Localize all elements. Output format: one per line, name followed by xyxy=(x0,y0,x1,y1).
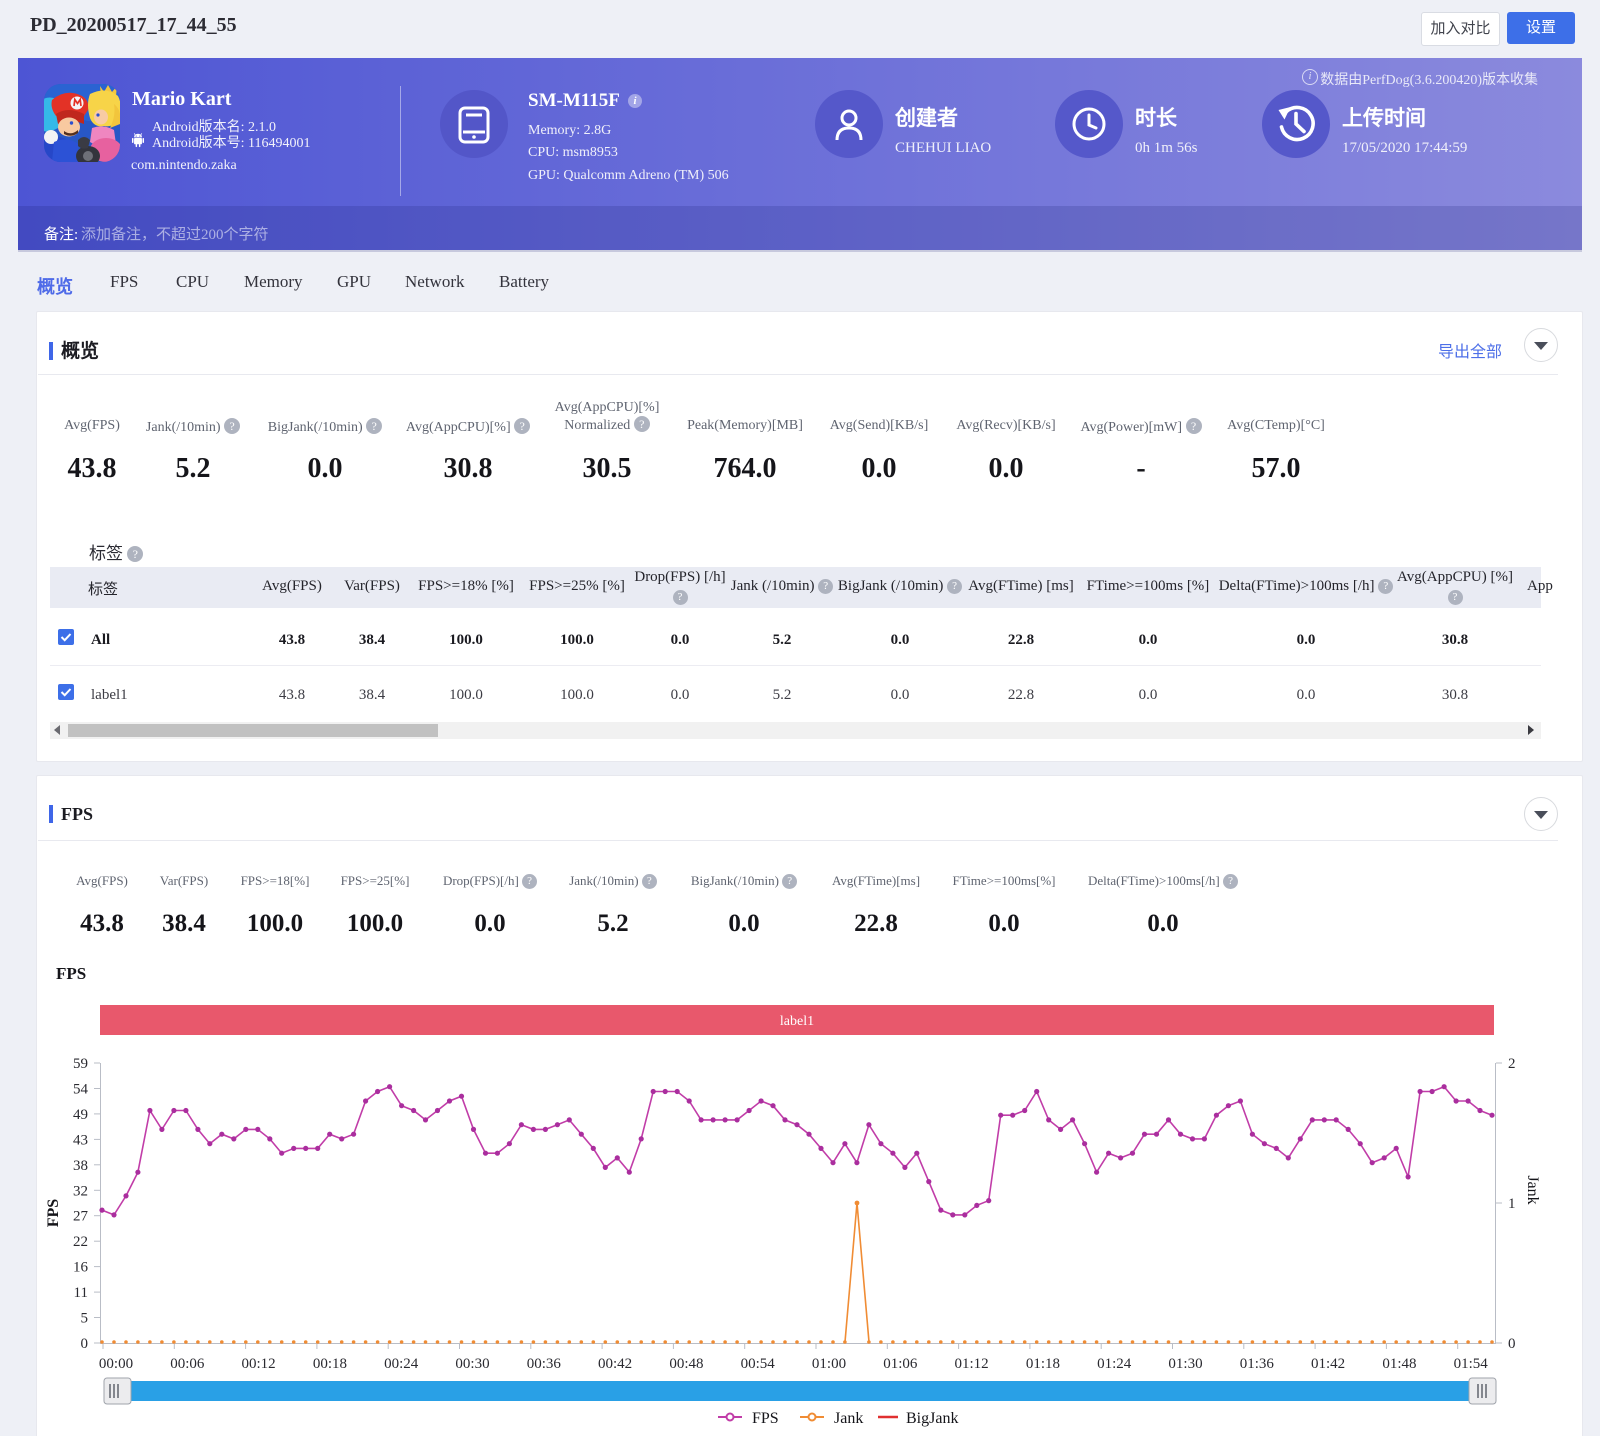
svg-text:01:42: 01:42 xyxy=(1311,1356,1345,1372)
svg-text:16: 16 xyxy=(73,1260,89,1276)
svg-text:00:48: 00:48 xyxy=(669,1356,703,1372)
svg-text:54: 54 xyxy=(73,1082,89,1098)
svg-text:Jank: Jank xyxy=(834,1410,863,1427)
svg-text:0: 0 xyxy=(81,1336,89,1352)
svg-text:00:30: 00:30 xyxy=(455,1356,489,1372)
svg-text:01:24: 01:24 xyxy=(1097,1356,1132,1372)
svg-text:BigJank: BigJank xyxy=(906,1410,958,1427)
svg-text:1: 1 xyxy=(1508,1196,1516,1212)
svg-text:00:06: 00:06 xyxy=(170,1356,205,1372)
svg-text:43: 43 xyxy=(73,1132,88,1148)
svg-text:01:36: 01:36 xyxy=(1240,1356,1275,1372)
svg-text:49: 49 xyxy=(73,1107,88,1123)
svg-text:01:30: 01:30 xyxy=(1168,1356,1202,1372)
svg-text:11: 11 xyxy=(74,1285,88,1301)
svg-text:00:12: 00:12 xyxy=(242,1356,276,1372)
svg-text:label1: label1 xyxy=(780,1014,814,1029)
svg-text:01:12: 01:12 xyxy=(955,1356,989,1372)
svg-text:2: 2 xyxy=(1508,1056,1516,1072)
svg-text:01:18: 01:18 xyxy=(1026,1356,1060,1372)
svg-text:00:42: 00:42 xyxy=(598,1356,632,1372)
svg-text:32: 32 xyxy=(73,1183,88,1199)
svg-text:FPS: FPS xyxy=(752,1410,779,1427)
svg-text:01:06: 01:06 xyxy=(883,1356,918,1372)
svg-text:FPS: FPS xyxy=(45,1199,62,1228)
svg-text:5: 5 xyxy=(81,1311,89,1327)
svg-text:00:24: 00:24 xyxy=(384,1356,419,1372)
svg-text:59: 59 xyxy=(73,1056,88,1072)
svg-text:01:54: 01:54 xyxy=(1454,1356,1489,1372)
svg-text:00:18: 00:18 xyxy=(313,1356,347,1372)
svg-text:22: 22 xyxy=(73,1234,88,1250)
svg-text:38: 38 xyxy=(73,1158,88,1174)
svg-text:0: 0 xyxy=(1508,1336,1516,1352)
svg-text:00:54: 00:54 xyxy=(741,1356,776,1372)
svg-text:01:00: 01:00 xyxy=(812,1356,846,1372)
svg-text:00:36: 00:36 xyxy=(527,1356,562,1372)
svg-text:Jank: Jank xyxy=(1524,1175,1541,1204)
svg-text:01:48: 01:48 xyxy=(1382,1356,1416,1372)
svg-text:27: 27 xyxy=(73,1209,89,1225)
svg-text:00:00: 00:00 xyxy=(99,1356,133,1372)
